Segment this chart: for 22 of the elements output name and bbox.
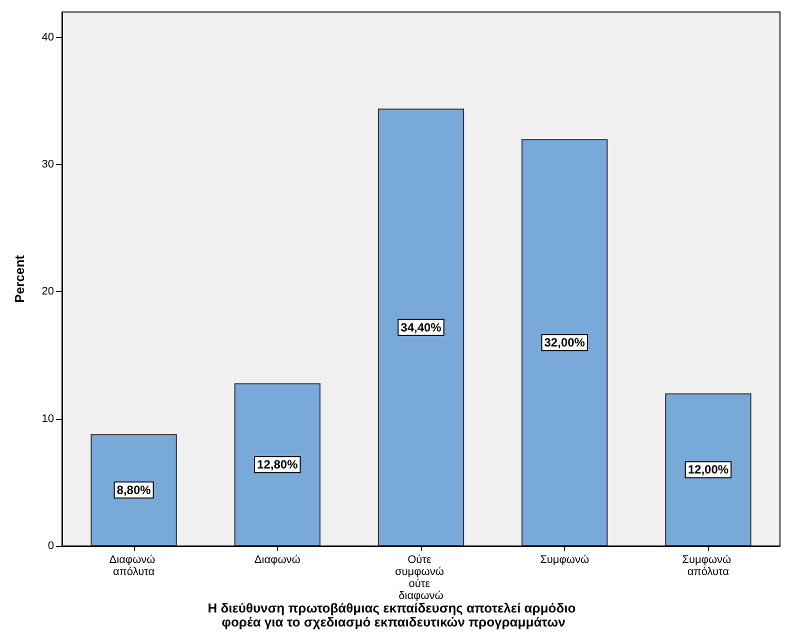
bar: [234, 383, 320, 546]
data-label: 32,00%: [544, 336, 586, 350]
x-tick-label: Διαφωνώ απόλυτα: [109, 554, 158, 578]
data-label: 12,80%: [257, 458, 298, 472]
bar: [378, 108, 464, 546]
bar: [522, 139, 608, 546]
y-axis-title: Percent: [12, 254, 27, 303]
bar: [665, 393, 752, 546]
x-tick-label: Διαφωνώ: [254, 554, 301, 566]
y-tick-label: 30: [42, 158, 54, 171]
y-tick-label: 10: [42, 412, 54, 425]
x-tick-label: Ούτε συμφωνώ ούτε διαφωνώ: [394, 554, 448, 602]
y-tick-label: 40: [42, 31, 54, 44]
x-tick-label: Συμφωνώ: [540, 554, 590, 566]
bar: [90, 434, 177, 546]
x-axis-title: Η διεύθυνση πρωτοβάθμιας εκπαίδευσης αποτελεί αρμόδιο φορέα για το σχεδιασμό εκπαιδευτικών προγραμμάτων: [208, 600, 580, 630]
data-label: 12,00%: [688, 462, 729, 477]
data-label: 8,80%: [116, 483, 152, 498]
x-tick-label: Συμφωνώ απόλυτα: [682, 554, 734, 578]
y-tick-label: 0: [48, 540, 54, 552]
data-label: 34,40%: [400, 320, 442, 334]
y-tick-label: 20: [42, 286, 54, 298]
